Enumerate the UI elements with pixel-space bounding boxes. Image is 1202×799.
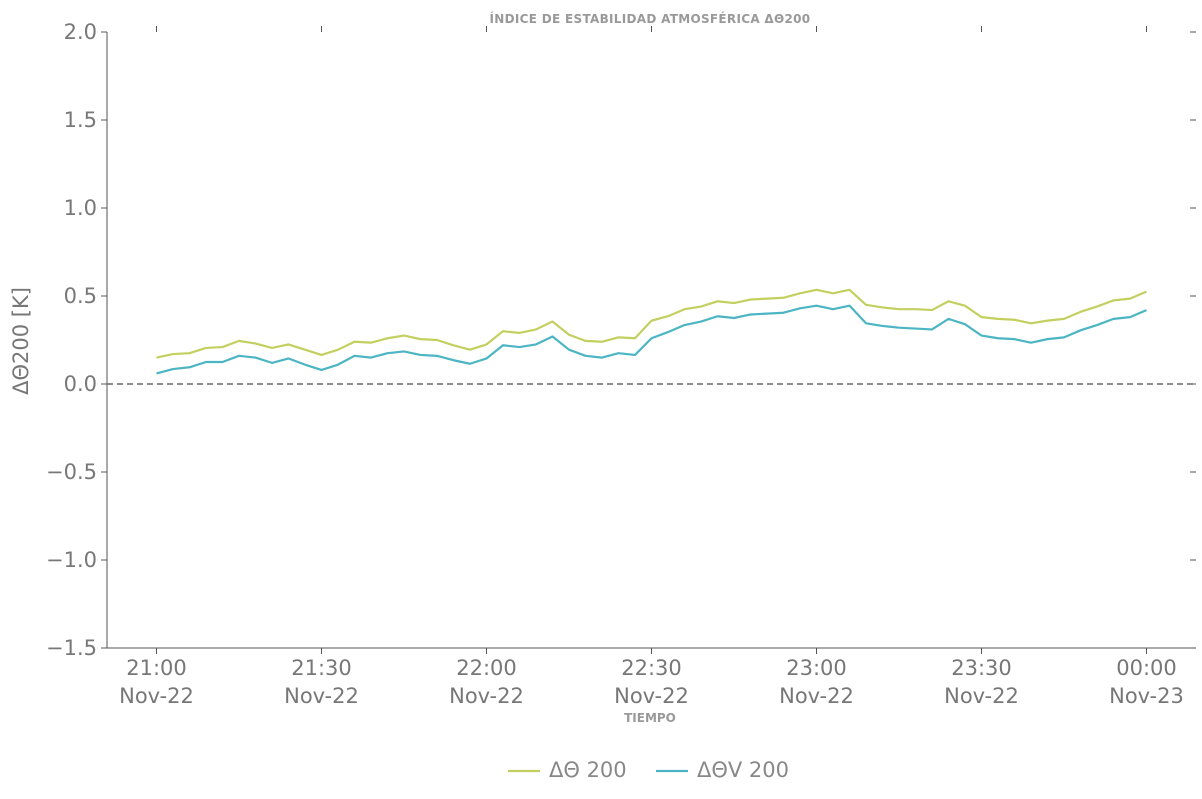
series-line-1 [156, 288, 1147, 359]
x-tick-label-time: 23:00 [786, 656, 847, 680]
x-tick-label-date: Nov-22 [284, 684, 359, 708]
y-tick-label: 2.0 [64, 20, 97, 44]
y-tick-label: −0.5 [46, 460, 97, 484]
plot-lines [107, 288, 1196, 385]
x-tick-label-time: 21:30 [291, 656, 352, 680]
y-tick-label: 1.0 [64, 196, 97, 220]
x-tick-label-date: Nov-22 [944, 684, 1019, 708]
y-tick-label: 0.5 [64, 284, 97, 308]
y-tick-label: 1.5 [64, 108, 97, 132]
chart-title: ÍNDICE DE ESTABILIDAD ATMOSFÉRICA ΔΘ200 [490, 11, 811, 26]
x-tick-label-time: 22:00 [456, 656, 517, 680]
legend-label-2: ΔΘV 200 [697, 758, 789, 782]
x-axis-label: TIEMPO [624, 711, 676, 725]
x-tick-label-time: 00:00 [1116, 656, 1177, 680]
y-tick-label: −1.5 [46, 636, 97, 660]
x-tick-label-date: Nov-23 [1109, 684, 1184, 708]
x-tick-label-time: 23:30 [951, 656, 1012, 680]
legend-label-1: ΔΘ 200 [549, 758, 627, 782]
x-tick-label-date: Nov-22 [119, 684, 194, 708]
x-tick-label-time: 22:30 [621, 656, 682, 680]
x-tick-label-time: 21:00 [126, 656, 187, 680]
series-line-2 [156, 304, 1147, 375]
y-tick-label: 0.0 [64, 372, 97, 396]
legend: ΔΘ 200 ΔΘV 200 [508, 758, 789, 782]
x-tick-label-date: Nov-22 [779, 684, 854, 708]
x-tick-label-date: Nov-22 [614, 684, 689, 708]
y-axis-label: ΔΘ200 [K] [9, 287, 33, 395]
y-tick-label: −1.0 [46, 548, 97, 572]
axes: 2.0 1.5 1.0 0.5 0.0 −0.5 −1.0 −1.5 21:00 Nov-22 21… [46, 20, 1196, 708]
x-tick-label-date: Nov-22 [449, 684, 524, 708]
